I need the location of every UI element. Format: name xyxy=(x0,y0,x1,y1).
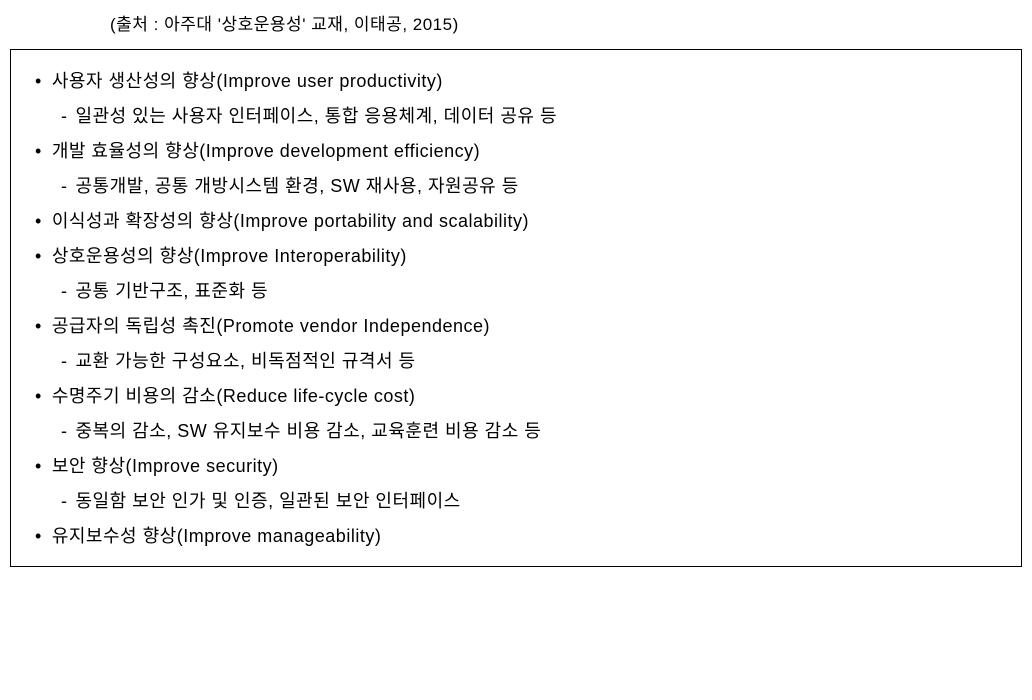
main-item-text: 사용자 생산성의 향상(Improve user productivity) xyxy=(52,68,997,95)
sub-item-text: 중복의 감소, SW 유지보수 비용 감소, 교육훈련 비용 감소 등 xyxy=(76,418,998,445)
sub-list-item: - 중복의 감소, SW 유지보수 비용 감소, 교육훈련 비용 감소 등 xyxy=(35,418,997,445)
dash-icon: - xyxy=(61,488,68,515)
sub-list-item: - 동일함 보안 인가 및 인증, 일관된 보안 인터페이스 xyxy=(35,488,997,515)
dash-icon: - xyxy=(61,348,68,375)
sub-list-item: - 공통개발, 공통 개방시스템 환경, SW 재사용, 자원공유 등 xyxy=(35,173,997,200)
sub-list-item: - 일관성 있는 사용자 인터페이스, 통합 응용체계, 데이터 공유 등 xyxy=(35,103,997,130)
bullet-icon: • xyxy=(35,68,42,95)
main-item-text: 상호운용성의 향상(Improve Interoperability) xyxy=(52,243,997,270)
list-item: • 사용자 생산성의 향상(Improve user productivity) xyxy=(35,68,997,95)
sub-item-text: 공통 기반구조, 표준화 등 xyxy=(76,278,998,305)
content-box: • 사용자 생산성의 향상(Improve user productivity)… xyxy=(10,49,1022,567)
main-item-text: 이식성과 확장성의 향상(Improve portability and sca… xyxy=(52,208,997,235)
main-item-text: 수명주기 비용의 감소(Reduce life-cycle cost) xyxy=(52,383,997,410)
list-item: • 개발 효율성의 향상(Improve development efficie… xyxy=(35,138,997,165)
bullet-icon: • xyxy=(35,313,42,340)
main-item-text: 보안 향상(Improve security) xyxy=(52,453,997,480)
sub-item-text: 일관성 있는 사용자 인터페이스, 통합 응용체계, 데이터 공유 등 xyxy=(76,103,998,130)
main-item-text: 공급자의 독립성 촉진(Promote vendor Independence) xyxy=(52,313,997,340)
bullet-icon: • xyxy=(35,453,42,480)
list-item: • 보안 향상(Improve security) xyxy=(35,453,997,480)
dash-icon: - xyxy=(61,103,68,130)
bullet-icon: • xyxy=(35,138,42,165)
citation: (출처 : 아주대 '상호운용성' 교재, 이태공, 2015) xyxy=(0,0,1032,49)
main-item-text: 개발 효율성의 향상(Improve development efficienc… xyxy=(52,138,997,165)
dash-icon: - xyxy=(61,173,68,200)
sub-list-item: - 교환 가능한 구성요소, 비독점적인 규격서 등 xyxy=(35,348,997,375)
bullet-icon: • xyxy=(35,383,42,410)
list-item: • 유지보수성 향상(Improve manageability) xyxy=(35,523,997,550)
sub-item-text: 공통개발, 공통 개방시스템 환경, SW 재사용, 자원공유 등 xyxy=(76,173,998,200)
list-item: • 상호운용성의 향상(Improve Interoperability) xyxy=(35,243,997,270)
list-item: • 이식성과 확장성의 향상(Improve portability and s… xyxy=(35,208,997,235)
main-item-text: 유지보수성 향상(Improve manageability) xyxy=(52,523,997,550)
bullet-icon: • xyxy=(35,523,42,550)
dash-icon: - xyxy=(61,278,68,305)
sub-item-text: 교환 가능한 구성요소, 비독점적인 규격서 등 xyxy=(76,348,998,375)
sub-list-item: - 공통 기반구조, 표준화 등 xyxy=(35,278,997,305)
list-item: • 수명주기 비용의 감소(Reduce life-cycle cost) xyxy=(35,383,997,410)
bullet-icon: • xyxy=(35,243,42,270)
dash-icon: - xyxy=(61,418,68,445)
bullet-icon: • xyxy=(35,208,42,235)
sub-item-text: 동일함 보안 인가 및 인증, 일관된 보안 인터페이스 xyxy=(76,488,998,515)
list-item: • 공급자의 독립성 촉진(Promote vendor Independenc… xyxy=(35,313,997,340)
